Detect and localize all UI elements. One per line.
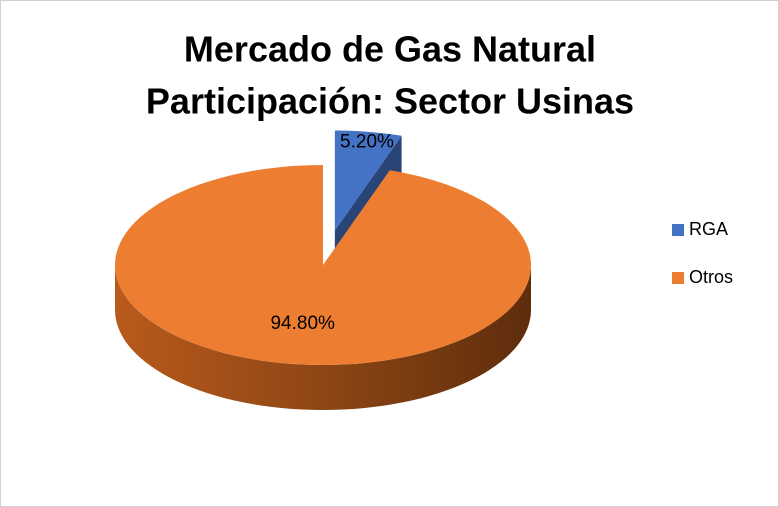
chart-title: Mercado de Gas Natural — [184, 29, 596, 70]
pie-slice-side — [115, 265, 531, 410]
data-label: 94.80% — [270, 313, 335, 334]
pie-slice — [114, 165, 532, 366]
legend-label: Otros — [689, 267, 733, 287]
legend-swatch — [672, 224, 684, 236]
data-label: 5.20% — [340, 132, 394, 153]
legend-label: RGA — [689, 219, 728, 239]
pie-slice — [334, 130, 402, 231]
chart-title: Participación: Sector Usinas — [146, 81, 634, 122]
legend-swatch — [672, 272, 684, 284]
